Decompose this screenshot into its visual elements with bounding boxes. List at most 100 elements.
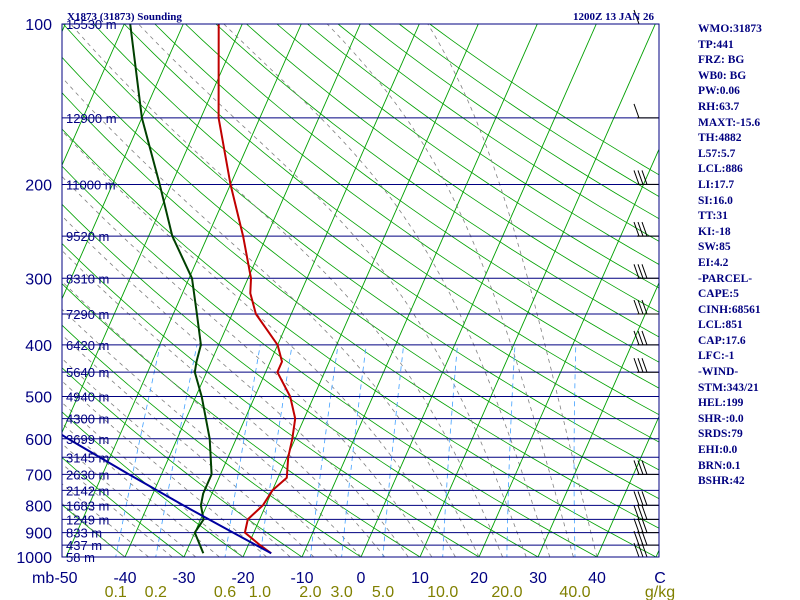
- height-label: 1249 m: [66, 512, 109, 527]
- isotherm-line: [301, 24, 538, 557]
- temperature-tick-label: 40: [588, 570, 606, 587]
- isotherm-line: [419, 24, 656, 557]
- sounding-index-item: EI:4.2: [698, 256, 729, 269]
- sounding-index-item: RH:63.7: [698, 100, 740, 113]
- isotherm-line: [0, 24, 6, 557]
- height-label: 12900 m: [66, 111, 117, 126]
- mixing-ratio-label: 10.0: [427, 584, 458, 600]
- temperature-tick-label: -20: [231, 570, 254, 587]
- height-label: 3145 m: [66, 450, 109, 465]
- height-label: 15530 m: [66, 17, 117, 32]
- isotherm-line: [62, 24, 184, 300]
- isotherm-line: [124, 24, 361, 557]
- wind-barb-feather: [641, 221, 648, 237]
- wind-barb-feather: [633, 542, 640, 558]
- isotherm-line: [478, 148, 659, 557]
- temperature-tick-label: -40: [113, 570, 136, 587]
- moist-adiabat-line: [62, 334, 315, 557]
- height-label: 2630 m: [66, 467, 109, 482]
- wind-barb-feather: [641, 518, 648, 533]
- mixing-ratio-line: [382, 344, 404, 557]
- mixing-ratio-label: 0.1: [105, 584, 127, 600]
- dry-adiabat-line: [62, 242, 480, 557]
- wind-barb: [633, 491, 659, 506]
- wind-barb-feather: [641, 530, 648, 546]
- mixing-ratio-label: 20.0: [491, 584, 522, 600]
- pressure-tick-label: 200: [25, 177, 52, 194]
- temperature-unit-label: C: [654, 570, 666, 587]
- sounding-profiles: [62, 24, 297, 555]
- mixing-ratio-unit-label: g/kg: [645, 584, 675, 600]
- sounding-index-item: BRN:0.1: [698, 459, 741, 472]
- wind-barb-feather: [637, 358, 644, 373]
- chart-title: X1873 (31873) Sounding: [67, 11, 182, 23]
- dry-adiabat-line: [429, 24, 659, 176]
- wind-barb-feather: [641, 505, 648, 520]
- sounding-index-item: SRDS:79: [698, 428, 743, 441]
- height-label: 1683 m: [66, 498, 109, 513]
- height-label: 2142 m: [66, 483, 109, 498]
- dewpoint-profile: [129, 24, 213, 554]
- wind-barb-feather: [641, 491, 648, 506]
- isotherm-line: [596, 415, 659, 557]
- wind-barb-feather: [637, 330, 644, 346]
- wind-barb-feather: [641, 542, 648, 558]
- height-label: 3699 m: [66, 432, 109, 447]
- wind-barb-feather: [641, 330, 648, 346]
- dry-adiabat-line: [62, 203, 539, 557]
- moist-adiabat-line: [62, 130, 456, 557]
- wind-barbs: [633, 9, 659, 558]
- mixing-ratio-line: [341, 344, 367, 557]
- temperature-tick-label: 30: [529, 570, 547, 587]
- moist-adiabat-line: [62, 358, 291, 557]
- temperature-profile: [217, 24, 297, 555]
- moist-adiabat-line: [62, 308, 338, 557]
- height-label: 9520 m: [66, 229, 109, 244]
- wind-barb-feather: [633, 518, 640, 533]
- mixing-ratio-line: [573, 344, 577, 557]
- wind-barb-feather: [637, 170, 644, 185]
- moist-adiabat-line: [62, 401, 244, 557]
- wind-barb-feather: [637, 518, 644, 533]
- dry-adiabat-line: [62, 128, 657, 557]
- wind-barb-feather: [637, 264, 644, 279]
- wind-barb-feather: [633, 103, 640, 119]
- sounding-index-item: STM:343/21: [698, 381, 759, 394]
- sounding-index-item: WB0: BG: [698, 69, 747, 82]
- mixing-ratio-label: 0.2: [145, 584, 167, 600]
- wind-barb-feather: [633, 491, 640, 506]
- sounding-indices-panel: WMO:31873 TP:441 FRZ: BG WB0: BG PW:0.06 RH:6…: [698, 22, 762, 490]
- sounding-index-item: HEL:199: [698, 397, 744, 410]
- pressure-unit-label: mb: [32, 570, 54, 587]
- pressure-tick-label: 900: [25, 526, 52, 543]
- wind-barb-feather: [637, 221, 644, 237]
- sounding-index-item: KI:-18: [698, 225, 731, 238]
- wind-barb-feather: [637, 542, 644, 558]
- wind-barb-feather: [633, 264, 640, 279]
- dry-adiabat-line: [215, 24, 659, 338]
- temperature-tick-label: -30: [172, 570, 195, 587]
- dry-adiabat-line: [245, 24, 659, 313]
- wind-barb: [633, 460, 659, 475]
- sounding-index-item: L57:5.7: [698, 147, 736, 160]
- isotherm-line: [537, 281, 659, 557]
- dry-adiabat-line: [62, 56, 659, 500]
- sounding-index-item: LI:17.7: [698, 178, 735, 191]
- temperature-tick-label: 20: [470, 570, 488, 587]
- wind-barb-feather: [633, 330, 640, 346]
- height-label: 4300 m: [66, 412, 109, 427]
- wind-barb: [633, 505, 659, 520]
- moist-adiabat-line: [62, 76, 480, 557]
- sounding-index-item: LCL:886: [698, 163, 743, 176]
- wind-barb-feather: [633, 221, 640, 237]
- mixing-ratio-label: 40.0: [559, 584, 590, 600]
- dry-adiabat-line: [398, 24, 659, 197]
- mixing-ratio-line: [115, 344, 161, 557]
- moist-adiabat-line: [62, 215, 409, 557]
- sounding-index-item: LFC:-1: [698, 350, 735, 363]
- moist-adiabat-line: [223, 24, 551, 557]
- wind-barb-feather: [637, 460, 644, 475]
- sounding-index-item: SI:16.0: [698, 194, 733, 207]
- wind-barb-feather: [633, 9, 640, 25]
- pressure-tick-label: 700: [25, 467, 52, 484]
